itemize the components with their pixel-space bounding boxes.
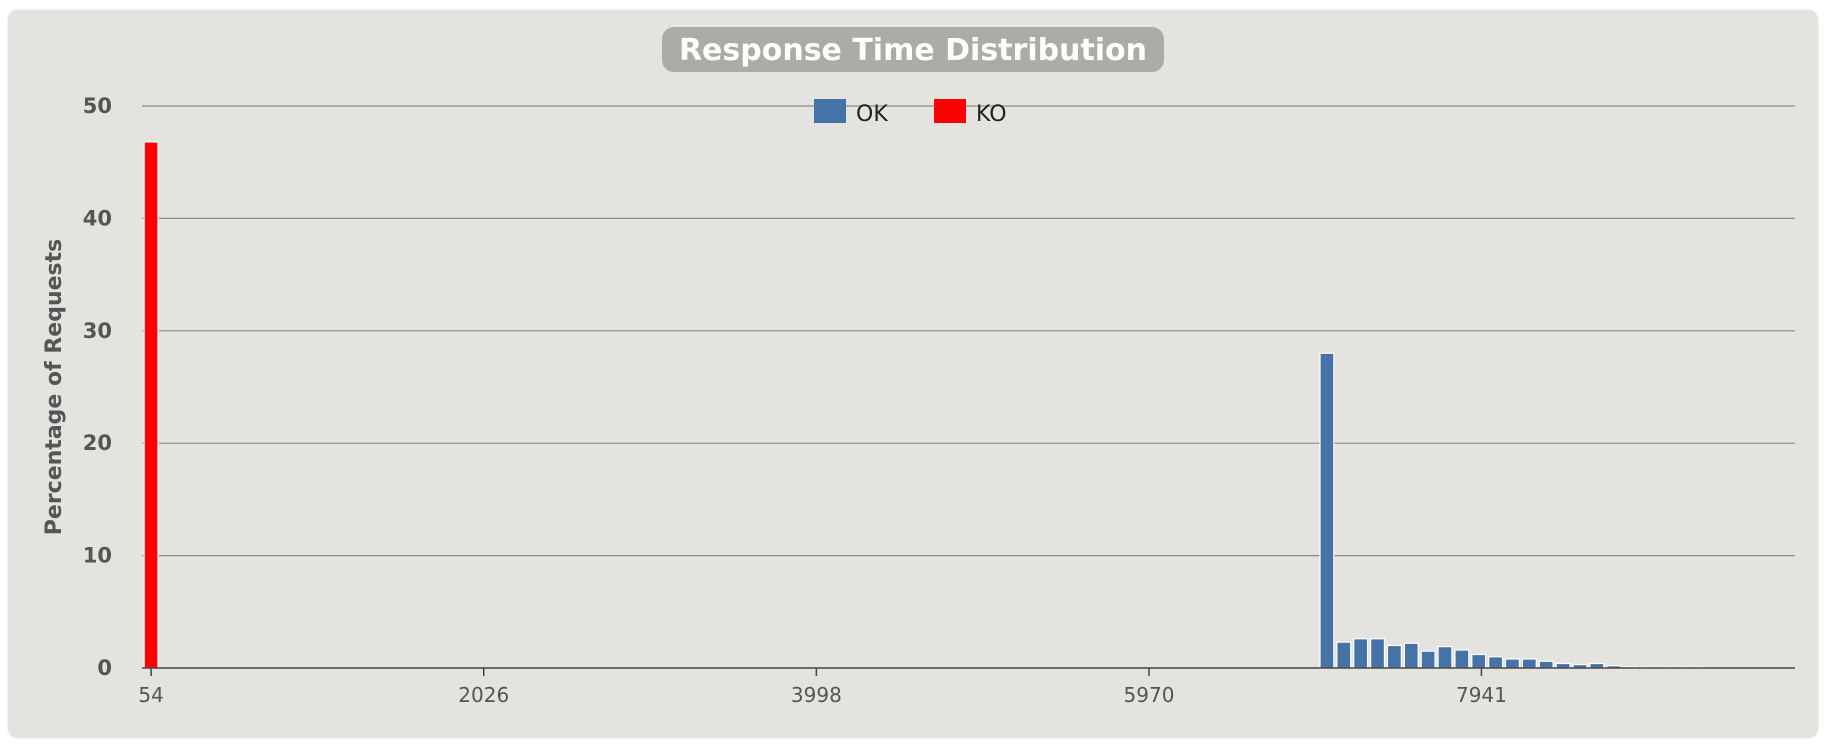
bar-ok-1[interactable] <box>1336 641 1352 669</box>
bar-ok-12[interactable] <box>1521 658 1537 669</box>
gridlines <box>142 105 1795 557</box>
bar-ok-10[interactable] <box>1488 656 1504 669</box>
y-tick-label: 10 <box>83 544 112 568</box>
x-tick-label: 3998 <box>791 683 842 707</box>
x-tick-label: 5970 <box>1124 683 1175 707</box>
legend-label-ok: OK <box>856 102 888 127</box>
legend-item-ok[interactable]: OK <box>814 99 888 127</box>
y-tick-label: 50 <box>83 94 112 118</box>
y-tick-label: 40 <box>83 206 112 230</box>
y-tick-label: 20 <box>83 431 112 455</box>
legend: OK KO <box>814 99 1007 127</box>
chart-panel <box>8 10 1818 738</box>
bar-ok-11[interactable] <box>1504 658 1520 669</box>
legend-swatch-ko <box>934 99 966 123</box>
x-tick-label: 2026 <box>458 683 509 707</box>
legend-label-ko: KO <box>976 102 1007 127</box>
bar-ok-3[interactable] <box>1370 638 1386 669</box>
bar-ok-13[interactable] <box>1538 660 1554 669</box>
y-tick-label: 0 <box>97 656 112 680</box>
legend-item-ko[interactable]: KO <box>934 99 1007 127</box>
y-tick-label: 30 <box>83 319 112 343</box>
legend-swatch-ok <box>814 99 846 123</box>
x-tick-labels: 54 2026 3998 5970 7941 <box>138 668 1507 707</box>
x-tick-label: 7941 <box>1456 683 1507 707</box>
bar-ok-6[interactable] <box>1420 650 1436 669</box>
chart-title-box <box>662 27 1164 72</box>
bar-ok-8[interactable] <box>1454 649 1470 669</box>
bar-ko-0[interactable] <box>143 141 159 669</box>
bar-ok-4[interactable] <box>1386 644 1402 669</box>
bar-ok-0[interactable] <box>1319 352 1335 669</box>
y-axis-label: Percentage of Requests <box>42 239 67 535</box>
bar-ok-7[interactable] <box>1437 646 1453 669</box>
bar-ok-9[interactable] <box>1471 653 1487 669</box>
bars <box>143 141 1706 669</box>
bar-ok-2[interactable] <box>1353 638 1369 669</box>
y-tick-labels: 0 10 20 30 40 50 <box>83 94 112 680</box>
chart-title: Response Time Distribution <box>679 33 1147 68</box>
x-tick-label: 54 <box>138 683 163 707</box>
bar-ok-5[interactable] <box>1403 642 1419 669</box>
